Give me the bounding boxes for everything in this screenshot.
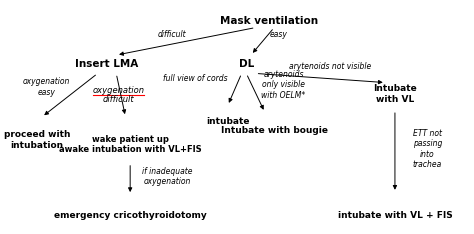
Text: intubate: intubate bbox=[206, 117, 249, 126]
Text: Insert LMA: Insert LMA bbox=[75, 59, 138, 69]
Text: oxygenation: oxygenation bbox=[92, 86, 145, 95]
Text: Intubate
with VL: Intubate with VL bbox=[373, 84, 417, 104]
Text: full view of cords: full view of cords bbox=[163, 73, 228, 83]
Text: arytenoids
only visible
with OELM*: arytenoids only visible with OELM* bbox=[261, 70, 306, 100]
Text: DL: DL bbox=[239, 59, 254, 69]
Text: difficult: difficult bbox=[158, 30, 186, 39]
Text: wake patient up
awake intubation with VL+FIS: wake patient up awake intubation with VL… bbox=[59, 135, 201, 154]
Text: oxygenation
easy: oxygenation easy bbox=[23, 77, 70, 97]
Text: Mask ventilation: Mask ventilation bbox=[220, 16, 319, 26]
Text: ETT not
passing
into
trachea: ETT not passing into trachea bbox=[413, 129, 442, 169]
Text: proceed with
intubation: proceed with intubation bbox=[4, 130, 71, 150]
Text: Intubate with bougie: Intubate with bougie bbox=[221, 126, 328, 135]
Text: emergency cricothyroidotomy: emergency cricothyroidotomy bbox=[54, 211, 207, 220]
Text: intubate with VL + FIS: intubate with VL + FIS bbox=[337, 211, 452, 220]
Text: if inadequate
oxygenation: if inadequate oxygenation bbox=[142, 167, 192, 186]
Text: difficult: difficult bbox=[103, 95, 134, 104]
Text: easy: easy bbox=[270, 30, 288, 39]
Text: arytenoids not visible: arytenoids not visible bbox=[289, 62, 371, 71]
